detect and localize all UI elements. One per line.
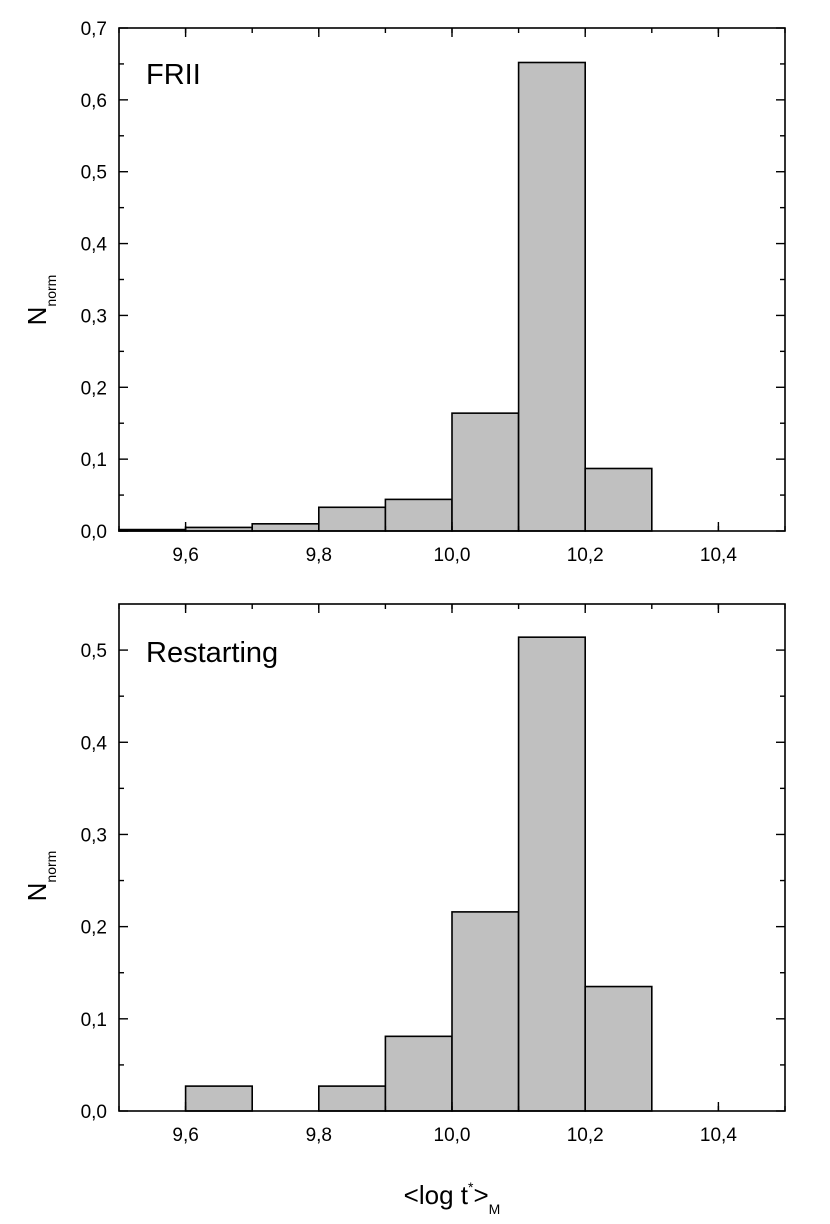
x-axis-label-sub: M	[489, 1201, 501, 1217]
frii-plot-frame	[118, 27, 786, 532]
frii-axis-ticks: 9,6 9,8 10,0 10,2 10,4 0,0 0,1 0,2 0,3 0,4 0,5 0,6 0…	[81, 19, 786, 566]
frii-bar-2	[251, 523, 320, 532]
restarting-bar-3	[451, 911, 520, 1112]
restarting-x-tick-label-3: 10,2	[567, 1125, 604, 1146]
frii-y-tick-label-0: 0,0	[81, 522, 107, 543]
frii-y-tick-label-7: 0,7	[81, 19, 107, 40]
frii-y-tick-label-6: 0,6	[81, 91, 107, 112]
restarting-bar-2	[384, 1035, 453, 1112]
restarting-x-tick-label-4: 10,4	[700, 1125, 737, 1146]
frii-bar-5	[451, 412, 520, 532]
x-axis-label: <log t*>M	[404, 1179, 501, 1217]
frii-y-tick-label-4: 0,4	[81, 235, 108, 256]
restarting-y-tick-label-4: 0,4	[81, 733, 108, 754]
restarting-y-tick-label-5: 0,5	[81, 641, 107, 662]
restarting-histogram-panel: 9,6 9,8 10,0 10,2 10,4 0,0 0,1 0,2 0,3 0,4 0,5 Res…	[22, 603, 786, 1217]
restarting-axis-ticks: 9,6 9,8 10,0 10,2 10,4 0,0 0,1 0,2 0,3 0,4 0,5	[81, 604, 786, 1146]
frii-bar-7	[584, 467, 653, 532]
restarting-y-tick-label-2: 0,2	[81, 918, 107, 939]
restarting-bars	[184, 636, 653, 1112]
frii-x-tick-label-1: 9,8	[306, 545, 332, 566]
restarting-y-axis-label-sub: norm	[43, 851, 59, 883]
frii-y-tick-label-5: 0,5	[81, 163, 107, 184]
restarting-bar-0	[184, 1085, 254, 1112]
frii-x-tick-label-0: 9,6	[172, 545, 198, 566]
restarting-y-axis-label: Nnorm	[22, 851, 59, 902]
frii-bars	[118, 61, 653, 532]
frii-x-tick-label-3: 10,2	[567, 545, 604, 566]
x-axis-label-main: <log t	[404, 1180, 469, 1210]
restarting-y-tick-label-3: 0,3	[81, 825, 107, 846]
restarting-plot-frame	[118, 603, 786, 1112]
restarting-bar-5	[584, 985, 653, 1112]
restarting-y-tick-label-1: 0,1	[81, 1010, 107, 1031]
frii-y-tick-label-3: 0,3	[81, 306, 107, 327]
frii-y-axis-label-sub: norm	[43, 275, 59, 307]
frii-x-tick-label-2: 10,0	[434, 545, 471, 566]
restarting-x-tick-label-1: 9,8	[306, 1125, 332, 1146]
frii-x-tick-label-4: 10,4	[700, 545, 737, 566]
x-axis-label-sup: *	[468, 1179, 474, 1195]
restarting-y-tick-label-0: 0,0	[81, 1102, 107, 1123]
frii-histogram-panel: 9,6 9,8 10,0 10,2 10,4 0,0 0,1 0,2 0,3 0,4 0,5 0,6 0…	[22, 19, 786, 566]
x-axis-label-close: >	[473, 1180, 488, 1210]
restarting-y-axis-label-main: N	[22, 883, 52, 902]
frii-bar-6	[517, 61, 586, 532]
restarting-x-tick-label-0: 9,6	[172, 1125, 198, 1146]
frii-bar-4	[384, 498, 453, 532]
restarting-annotation: Restarting	[146, 637, 278, 669]
restarting-bar-4	[517, 636, 586, 1112]
frii-y-axis-label-main: N	[22, 307, 52, 326]
restarting-x-tick-label-2: 10,0	[434, 1125, 471, 1146]
frii-y-axis-label: Nnorm	[22, 275, 59, 326]
frii-annotation: FRII	[146, 59, 201, 91]
frii-y-tick-label-2: 0,2	[81, 378, 107, 399]
frii-bar-3	[317, 506, 387, 532]
restarting-bar-1	[317, 1085, 387, 1112]
frii-y-tick-label-1: 0,1	[81, 450, 107, 471]
